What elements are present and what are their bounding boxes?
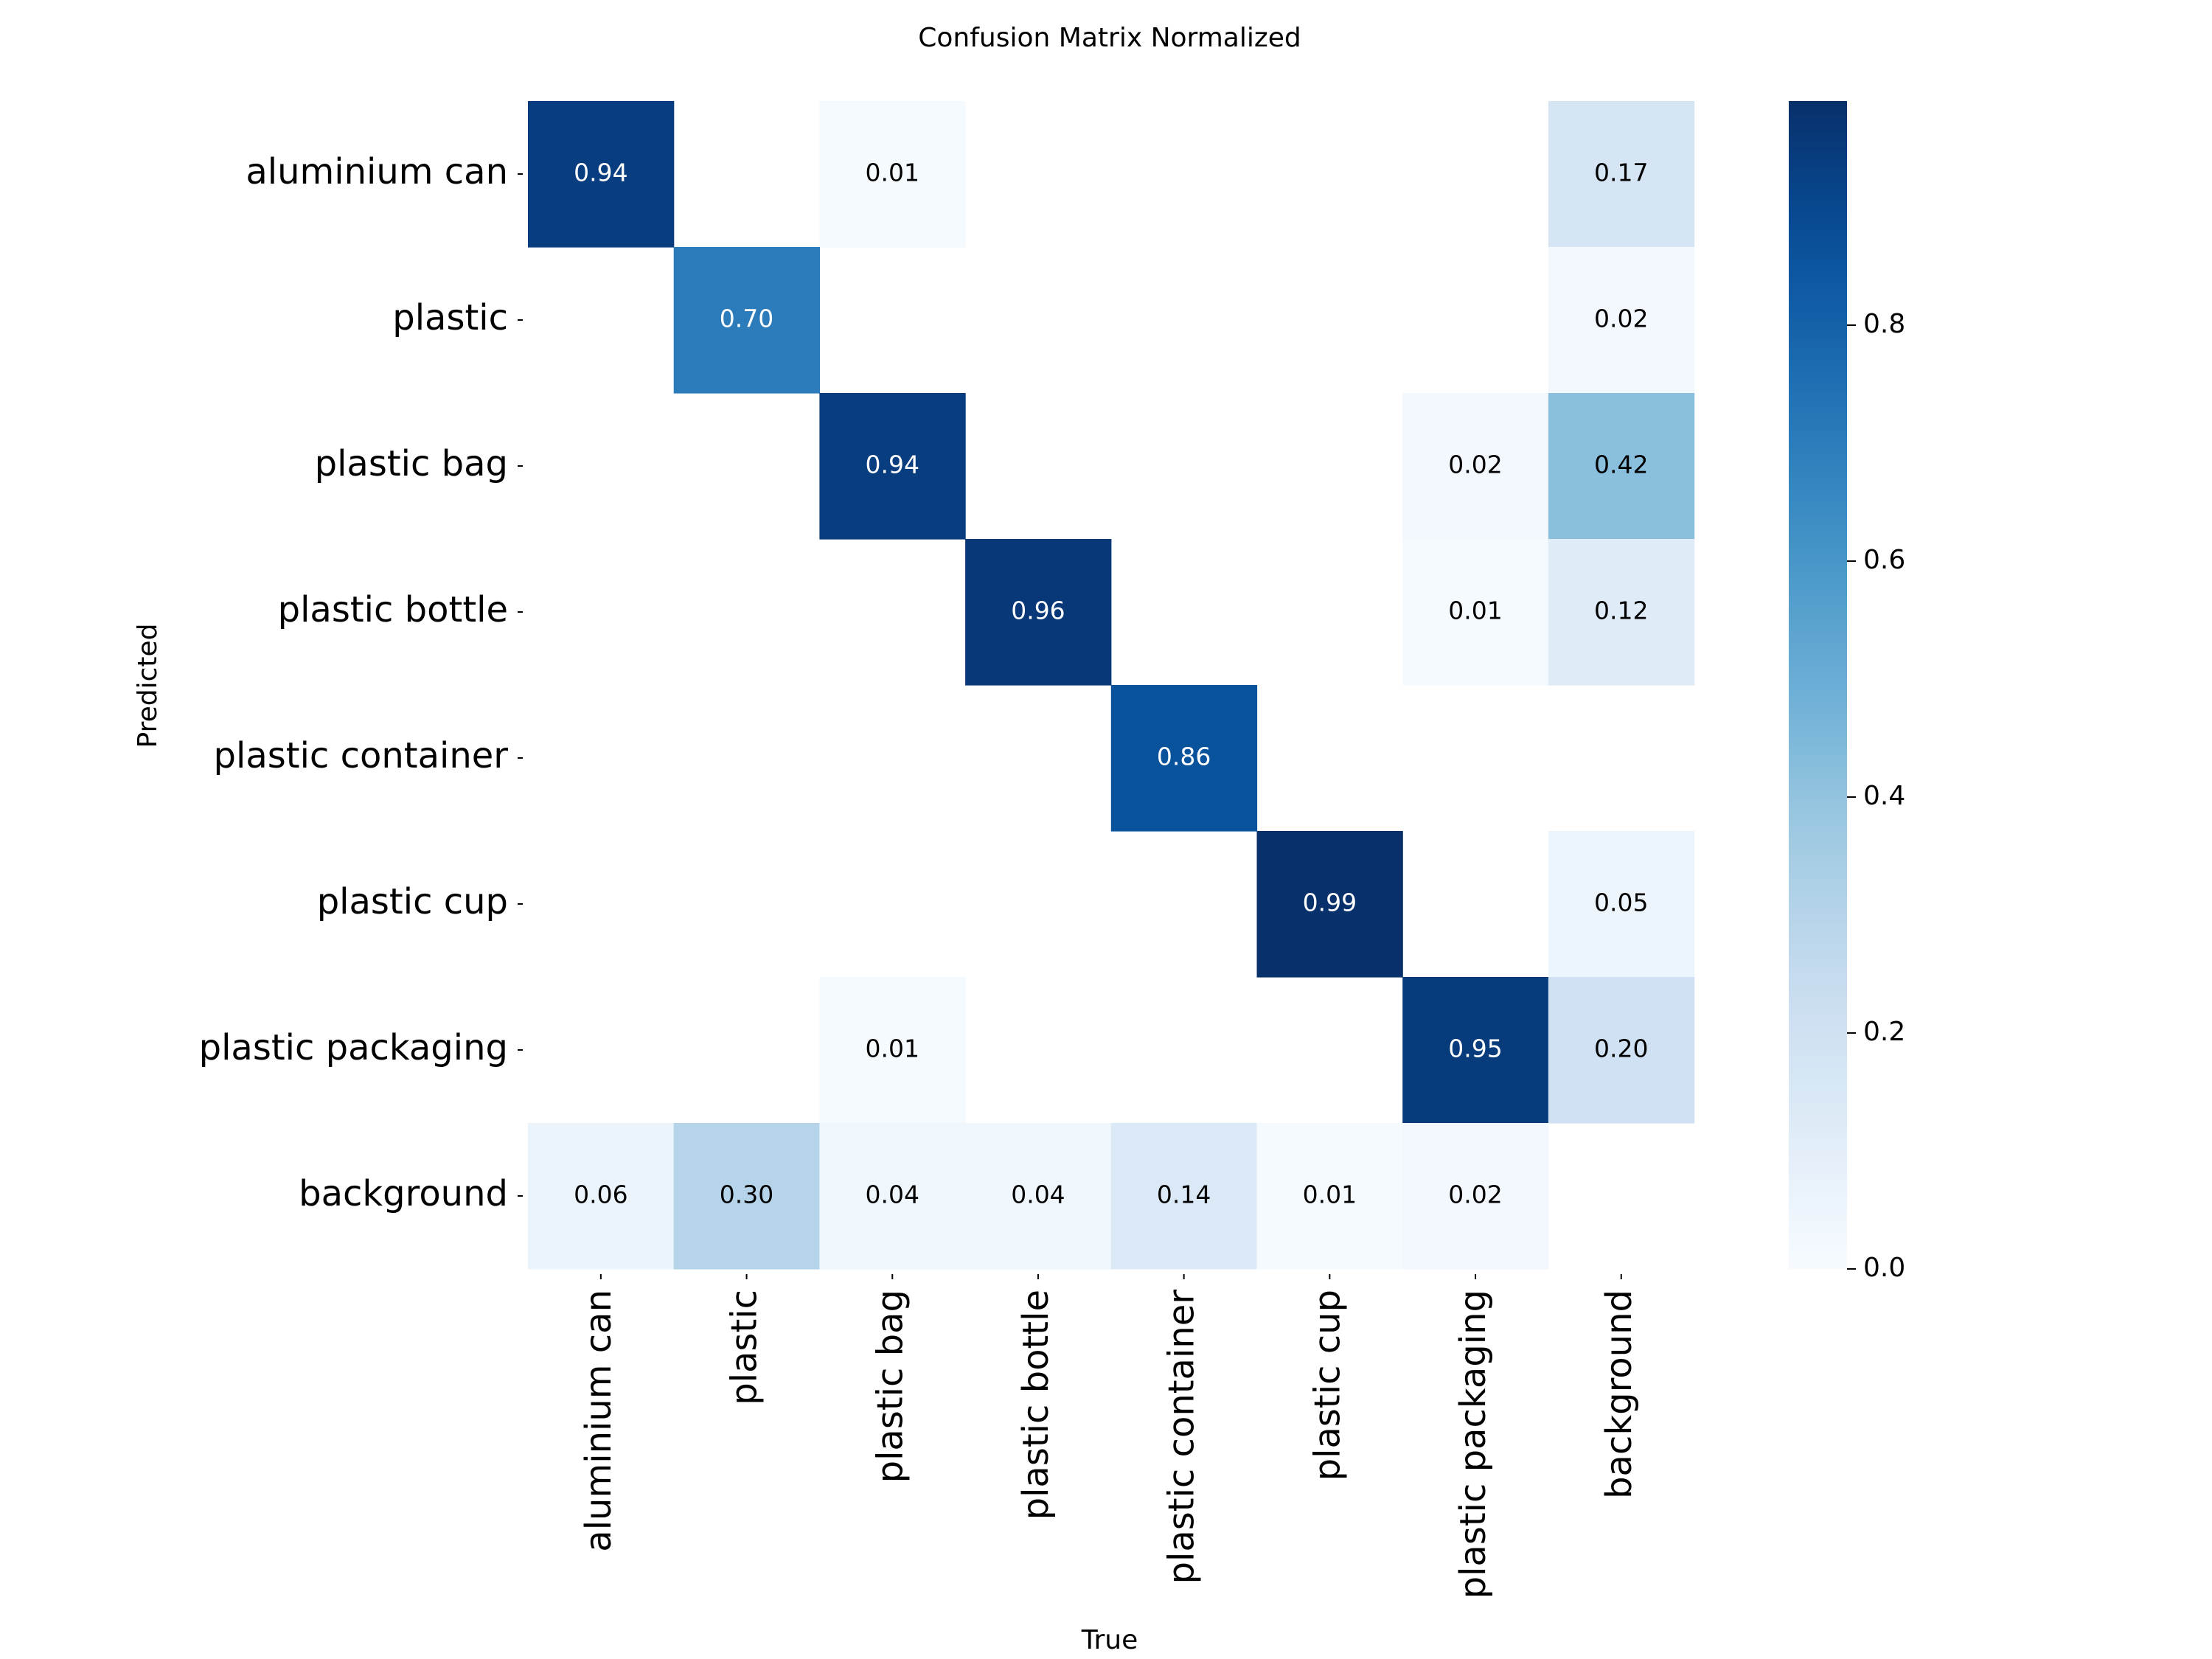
heatmap-cell <box>819 101 966 248</box>
cell-value-label: 0.70 <box>720 305 773 333</box>
heatmap-cell <box>1548 831 1695 978</box>
heatmap-cell <box>1402 977 1549 1124</box>
heatmap-cell <box>1548 101 1695 248</box>
colorbar-tick-label: 0.4 <box>1863 781 1905 811</box>
heatmap-cell <box>673 1123 820 1270</box>
x-tick-label: aluminium can <box>578 1290 619 1552</box>
y-tick-label: plastic container <box>214 735 509 776</box>
x-tick-label: plastic bottle <box>1015 1290 1057 1520</box>
y-tick-label: background <box>299 1173 508 1214</box>
cell-value-label: 0.12 <box>1594 597 1648 625</box>
cell-value-label: 0.86 <box>1157 742 1211 771</box>
heatmap-cell <box>1548 539 1695 686</box>
x-tick-label: plastic bag <box>869 1290 911 1483</box>
x-tick-label: plastic <box>724 1290 765 1405</box>
heatmap-cell <box>1110 1123 1258 1270</box>
heatmap-cell <box>1110 685 1258 832</box>
heatmap-cell <box>1548 247 1695 394</box>
y-axis-ticks: aluminium can plastic plastic bag plastic b… <box>199 151 523 1214</box>
cell-value-label: 0.02 <box>1448 451 1502 479</box>
colorbar-tick-label: 0.0 <box>1863 1253 1905 1283</box>
heatmap-cell <box>1402 539 1549 686</box>
colorbar-tick-label: 0.8 <box>1863 309 1905 339</box>
x-tick-label: plastic container <box>1161 1290 1203 1585</box>
cell-value-label: 0.05 <box>1594 888 1648 917</box>
cell-value-label: 0.94 <box>574 159 627 187</box>
heatmap-cell <box>819 977 966 1124</box>
x-tick-label: background <box>1599 1290 1640 1499</box>
y-axis-label: Predicted <box>133 624 163 748</box>
heatmap-cell <box>528 101 675 248</box>
cell-value-label: 0.14 <box>1157 1180 1211 1209</box>
heatmap-cells <box>528 101 1695 1270</box>
cell-value-label: 0.94 <box>866 451 919 479</box>
colorbar-tick-label: 0.2 <box>1863 1017 1905 1047</box>
cell-value-label: 0.96 <box>1011 597 1065 625</box>
y-tick-label: plastic packaging <box>199 1027 508 1068</box>
y-tick-label: aluminium can <box>246 151 508 192</box>
y-tick-label: plastic cup <box>317 881 508 922</box>
heatmap-cell <box>819 1123 966 1270</box>
cell-value-label: 0.01 <box>1448 597 1502 625</box>
heatmap-cell <box>528 1123 675 1270</box>
heatmap-cell <box>1548 393 1695 540</box>
heatmap-cell <box>965 539 1112 686</box>
cell-value-label: 0.99 <box>1303 888 1357 917</box>
colorbar-ticks: 0.0 0.2 0.4 0.6 0.8 <box>1847 309 1905 1283</box>
cell-value-label: 0.06 <box>574 1180 627 1209</box>
x-tick-label: plastic packaging <box>1453 1290 1494 1599</box>
y-tick-label: plastic bottle <box>278 589 508 630</box>
x-axis-ticks: aluminium can plastic plastic bag plastic b… <box>578 1274 1640 1599</box>
heatmap-cell <box>819 393 966 540</box>
heatmap-cell-values: 0.94 0.01 0.17 0.70 0.02 0.94 0.02 0.42 0.96 0.01… <box>574 159 1648 1209</box>
x-axis-label: True <box>1081 1625 1138 1655</box>
cell-value-label: 0.42 <box>1594 451 1648 479</box>
heatmap-cell <box>1402 393 1549 540</box>
heatmap-cell <box>1256 1123 1403 1270</box>
cell-value-label: 0.04 <box>866 1180 919 1209</box>
colorbar <box>1789 101 1847 1269</box>
heatmap-cell <box>1548 977 1695 1124</box>
cell-value-label: 0.20 <box>1594 1034 1648 1063</box>
cell-value-label: 0.01 <box>866 159 919 187</box>
cell-value-label: 0.95 <box>1448 1034 1502 1063</box>
chart-title: Confusion Matrix Normalized <box>918 23 1301 53</box>
cell-value-label: 0.01 <box>1303 1180 1357 1209</box>
heatmap-cell <box>673 247 820 394</box>
heatmap-cell <box>965 1123 1112 1270</box>
cell-value-label: 0.17 <box>1594 159 1648 187</box>
colorbar-tick-label: 0.6 <box>1863 545 1905 575</box>
x-tick-label: plastic cup <box>1307 1290 1348 1481</box>
cell-value-label: 0.30 <box>720 1180 773 1209</box>
cell-value-label: 0.02 <box>1448 1180 1502 1209</box>
heatmap-cell <box>1402 1123 1549 1270</box>
heatmap-cell <box>1256 831 1403 978</box>
cell-value-label: 0.02 <box>1594 305 1648 333</box>
cell-value-label: 0.01 <box>866 1034 919 1063</box>
y-tick-label: plastic <box>392 297 508 338</box>
y-tick-label: plastic bag <box>315 443 508 484</box>
cell-value-label: 0.04 <box>1011 1180 1065 1209</box>
